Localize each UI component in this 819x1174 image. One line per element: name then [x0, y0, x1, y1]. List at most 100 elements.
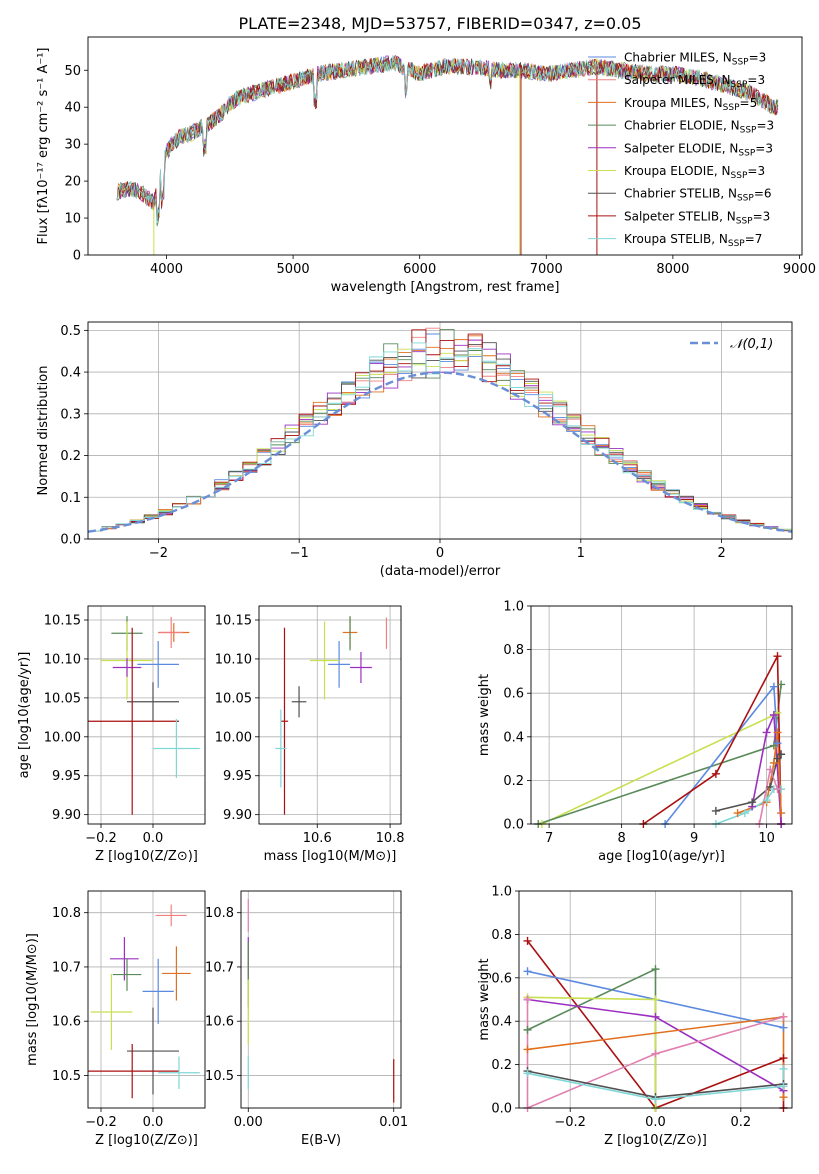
weight-marker — [651, 965, 660, 974]
x-tick-label: −1 — [290, 546, 309, 561]
chart-mass_vs_ebv: 0.00 0.01 10.5 10.6 10.7 10.8 E(B-V) — [205, 890, 408, 1148]
weight-marker — [777, 809, 786, 818]
axes-frame — [240, 890, 402, 1109]
y-tick-label: 9.95 — [223, 769, 252, 784]
legend-subscript: SSP — [731, 80, 748, 90]
legend-label: Salpeter MILES, NSSP=3 — [624, 73, 765, 90]
y-axis-label: mass weight — [477, 958, 492, 1040]
y-tick-label: 0 — [73, 249, 81, 264]
y-tick-label: 10.7 — [52, 960, 81, 975]
y-tick-label: 10.7 — [205, 960, 234, 975]
legend-value: =3 — [747, 73, 765, 87]
y-tick-label: 10.6 — [52, 1015, 81, 1030]
axes-frame — [87, 890, 206, 1109]
weight-marker — [779, 1082, 788, 1091]
y-tick-label: 10.15 — [44, 614, 81, 629]
x-tick-label: 4000 — [150, 262, 183, 277]
weight-line — [751, 714, 782, 824]
x-axis-label: (data-model)/error — [380, 564, 501, 579]
y-tick-label: 0.2 — [503, 774, 524, 789]
legend-subscript: SSP — [738, 148, 755, 158]
weight-line — [538, 684, 782, 824]
x-tick-label: 0.01 — [379, 1115, 408, 1130]
axes-frame — [87, 605, 206, 825]
errorbar-point — [328, 641, 351, 688]
chart-residuals: −2 −1 0 1 2 0.0 0.1 0.2 0.3 0.4 0.5 (data-model)/er… — [36, 321, 793, 579]
chart-age_vs_mass: 10.6 10.8 9.90 9.95 10.00 10.05 10.10 10.15 mass… — [215, 605, 405, 864]
legend-value: =3 — [753, 209, 771, 223]
x-tick-label: −0.2 — [554, 1115, 586, 1130]
errorbar-point — [142, 958, 174, 1024]
plot-area — [88, 616, 200, 815]
weight-line — [541, 712, 778, 824]
x-tick-label: 0 — [436, 546, 444, 561]
errorbar-point — [112, 958, 142, 991]
y-tick-label: 0.4 — [503, 730, 524, 745]
x-tick-label: 0.00 — [234, 1115, 263, 1130]
weight-marker — [523, 995, 532, 1004]
errorbar-point — [90, 974, 133, 1050]
weight-marker — [651, 1012, 660, 1021]
weight-marker — [777, 750, 786, 759]
y-tick-label: 10.6 — [205, 1015, 234, 1030]
weight-marker — [711, 806, 720, 815]
legend-label: 𝒩(0,1) — [730, 337, 773, 352]
errorbar-point — [88, 1043, 179, 1099]
x-tick-label: 5000 — [277, 262, 310, 277]
legend-value: =3 — [756, 119, 774, 133]
x-tick-label: 10.6 — [303, 831, 332, 846]
weight-marker — [773, 728, 782, 737]
axes-frame — [530, 605, 793, 825]
x-axis-label: Z [log10(Z/Z⊙)] — [604, 1133, 707, 1148]
y-tick-label: 10.05 — [215, 691, 252, 706]
legend-label: Chabrier MILES, NSSP=3 — [624, 51, 766, 68]
y-tick-label: 0.4 — [60, 366, 81, 381]
errorbar-point — [137, 641, 179, 688]
y-axis-label: Flux [fλ10⁻¹⁷ erg cm⁻² s⁻¹ A⁻¹] — [36, 48, 51, 245]
y-tick-label: 50 — [64, 64, 81, 79]
y-tick-label: 0.8 — [503, 643, 524, 658]
errorbar-point — [127, 1007, 179, 1095]
x-tick-label: 10.8 — [376, 831, 405, 846]
y-tick-label: 20 — [64, 175, 81, 190]
weight-marker — [733, 809, 742, 818]
errorbar-point — [291, 686, 307, 718]
weight-marker — [523, 1069, 532, 1078]
y-tick-label: 40 — [64, 101, 81, 116]
chart-weight_vs_age: 7 8 9 10 0.0 0.2 0.4 0.6 0.8 1.0 age [log10(age/yr… — [477, 600, 793, 864]
chart-mass_vs_z: −0.2 0.0 10.5 10.6 10.7 10.8 Z [log10(Z/Z⊙)] ma… — [25, 890, 206, 1148]
errorbar-point — [127, 682, 179, 722]
weight-marker — [523, 967, 532, 976]
legend-label: Salpeter STELIB, NSSP=3 — [624, 209, 770, 226]
weight-marker — [779, 1093, 788, 1102]
y-tick-label: 9.95 — [52, 769, 81, 784]
x-tick-label: 0.0 — [143, 831, 164, 846]
weight-marker — [769, 711, 778, 719]
y-tick-label: 9.90 — [52, 808, 81, 823]
y-tick-label: 10.8 — [52, 906, 81, 921]
x-tick-label: −2 — [149, 546, 168, 561]
legend-subscript: SSP — [740, 126, 757, 136]
x-tick-label: 0.0 — [143, 1115, 164, 1130]
y-tick-label: 10.5 — [205, 1069, 234, 1084]
y-tick-label: 0.4 — [491, 1015, 512, 1030]
errorbar-point — [158, 1056, 200, 1090]
weight-line — [527, 967, 657, 1108]
plot-area — [247, 899, 395, 1103]
chart-age_vs_z: −0.2 0.0 9.90 9.95 10.00 10.05 10.10 10.15 Z [lo… — [17, 605, 206, 864]
legend-subscript: SSP — [732, 58, 749, 68]
axes-frame — [87, 36, 803, 256]
legend-value: =5 — [740, 96, 758, 110]
y-tick-label: 10.00 — [44, 730, 81, 745]
y-tick-label: 30 — [64, 138, 81, 153]
x-tick-label: 7 — [545, 831, 553, 846]
weight-marker — [773, 739, 782, 748]
y-tick-label: 10.8 — [205, 906, 234, 921]
weight-marker — [779, 1012, 788, 1021]
normal-curve — [88, 371, 792, 533]
spectrum-line — [116, 54, 779, 223]
legend-value: =3 — [747, 164, 765, 178]
weight-marker — [651, 1049, 660, 1058]
y-tick-label: 0.3 — [60, 407, 81, 422]
